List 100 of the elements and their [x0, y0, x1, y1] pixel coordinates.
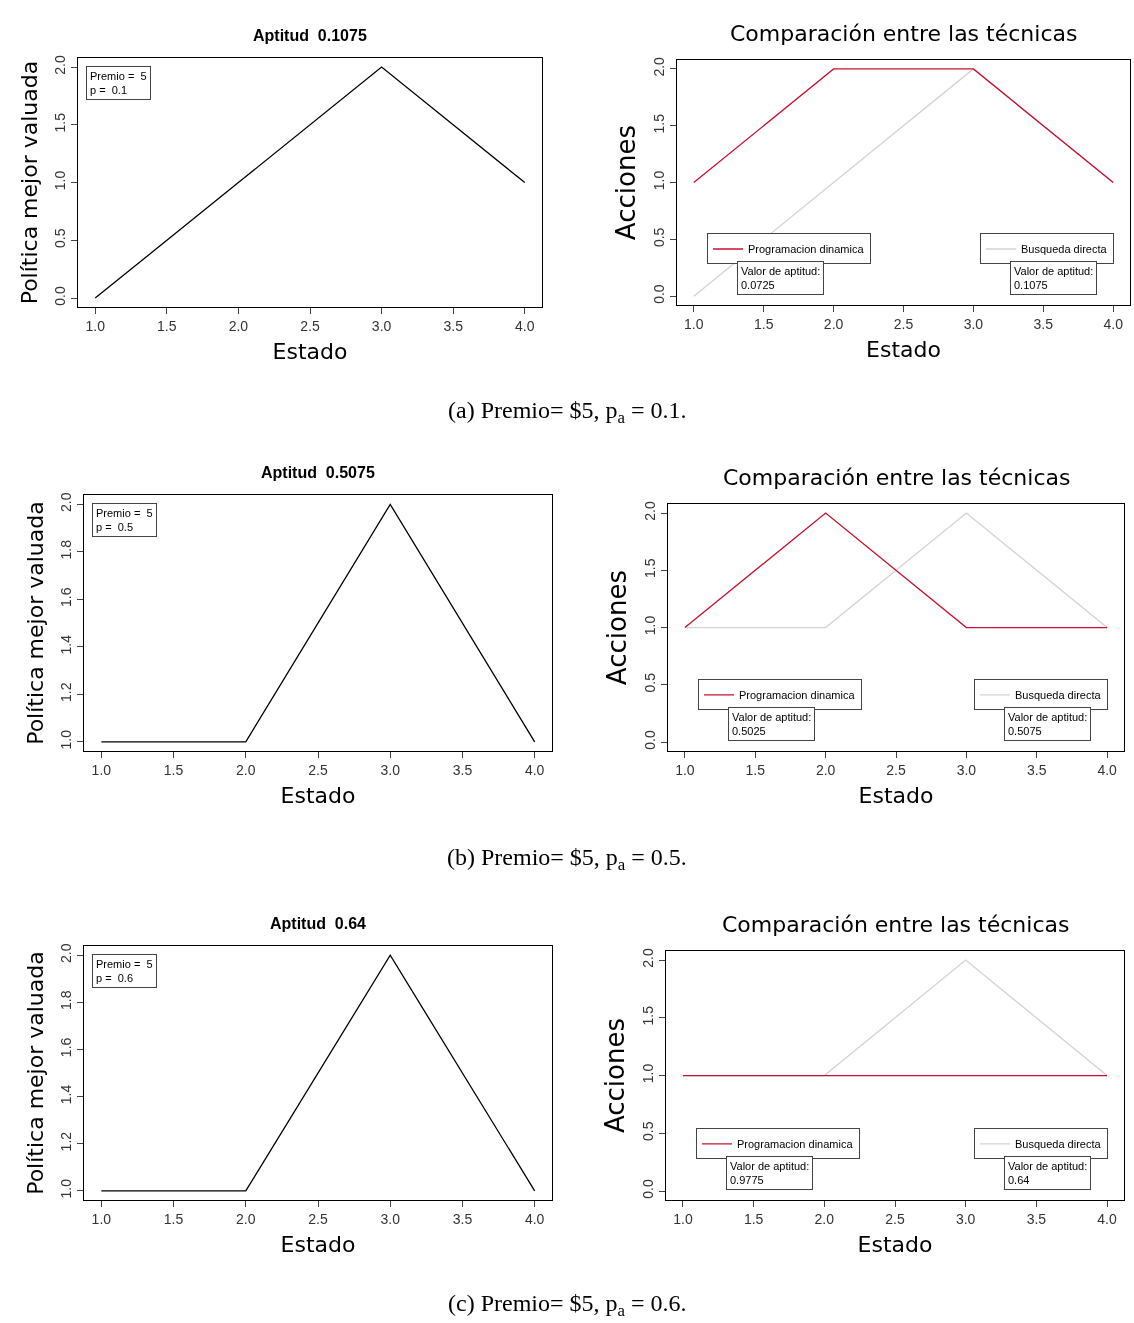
x-tick-label: 4.0: [1103, 316, 1124, 333]
annotation: Valor de aptitud: 0.9775: [730, 1160, 810, 1187]
x-tick-label: 3.5: [1027, 762, 1047, 779]
y-tick-label: 1.6: [58, 1037, 75, 1058]
x-tick-label: 2.0: [823, 316, 844, 333]
y-tick-label: 1.5: [640, 1005, 657, 1026]
y-tick-label: 1.0: [651, 170, 668, 191]
x-axis-title: Estado: [280, 783, 356, 808]
x-tick-label: 1.5: [163, 762, 184, 779]
y-tick-label: 1.4: [58, 1084, 75, 1105]
y-tick-label: 1.8: [58, 990, 75, 1011]
text: (b) Premio= $5, p$_{a}$ = 0.5.: [447, 844, 687, 875]
x-tick-label: 3.5: [452, 1211, 473, 1228]
y-tick-label: 0.5: [651, 227, 668, 248]
x-tick-label: 3.5: [1033, 316, 1054, 333]
y-axis-title: Política mejor valuada: [23, 951, 49, 1195]
legend-label: Busqueda directa: [1015, 689, 1102, 702]
x-tick-label: 1.5: [743, 1211, 764, 1228]
x-axis-title: Estado: [272, 339, 348, 365]
y-tick-label: 1.0: [642, 615, 659, 636]
x-tick-label: 2.5: [308, 762, 328, 779]
annotation: Valor de aptitud: 0.0725: [741, 265, 821, 292]
y-tick-label: 1.8: [58, 539, 75, 560]
x-tick-label: 2.0: [236, 1211, 256, 1228]
x-tick-label: 3.5: [443, 318, 464, 335]
x-tick-label: 1.0: [91, 1211, 112, 1228]
y-axis-title: Acciones: [601, 570, 632, 686]
x-tick-label: 1.0: [673, 1211, 693, 1228]
x-tick-label: 1.0: [91, 762, 112, 779]
legend-label: Programacion dinamica: [739, 689, 856, 702]
x-tick-label: 3.0: [955, 1211, 976, 1228]
x-tick-label: 2.0: [814, 1211, 835, 1228]
y-tick-label: 0.5: [52, 228, 69, 248]
chart-title: Comparación entre las técnicas: [723, 465, 1071, 490]
y-tick-label: 2.0: [642, 500, 659, 521]
y-tick-label: 1.4: [58, 634, 75, 655]
y-tick-label: 1.2: [58, 682, 75, 702]
y-tick-label: 2.0: [640, 948, 657, 968]
y-tick-label: 2.0: [58, 943, 75, 963]
x-tick-label: 3.0: [371, 318, 392, 335]
y-tick-label: 1.2: [58, 1131, 75, 1152]
chart-title: Aptitud 0.64: [270, 915, 367, 932]
x-axis-title: Estado: [857, 1231, 933, 1257]
x-tick-label: 2.0: [815, 762, 836, 779]
y-tick-label: 1.0: [58, 1178, 75, 1199]
x-tick-label: 1.5: [157, 318, 177, 335]
x-axis-title: Estado: [866, 337, 941, 363]
x-tick-label: 2.0: [236, 762, 256, 779]
x-tick-label: 1.0: [85, 318, 106, 335]
y-tick-label: 1.0: [640, 1063, 657, 1084]
chart-title: Comparación entre las técnicas: [722, 912, 1070, 937]
annotation: Valor de aptitud: 0.5025: [732, 711, 812, 738]
y-tick-label: 0.0: [640, 1178, 657, 1199]
chart-title: Comparación entre las técnicas: [730, 21, 1078, 46]
x-tick-label: 3.0: [380, 1211, 401, 1228]
x-tick-label: 2.0: [228, 318, 249, 335]
chart-title: Aptitud 0.1075: [253, 27, 367, 44]
x-tick-label: 1.0: [684, 316, 704, 333]
x-tick-label: 3.0: [956, 762, 977, 779]
y-tick-label: 0.5: [640, 1121, 657, 1141]
x-axis-title: Estado: [858, 783, 934, 808]
y-tick-label: 0.0: [651, 284, 668, 304]
annotation: Premio = 5 p = 0.1: [90, 70, 147, 97]
annotation: Premio = 5 p = 0.6: [96, 958, 153, 985]
y-tick-label: 2.0: [651, 56, 668, 77]
chart-title: Aptitud 0.5075: [261, 464, 375, 481]
x-tick-label: 2.5: [885, 1211, 905, 1228]
x-tick-label: 4.0: [524, 1211, 545, 1228]
y-tick-label: 1.6: [58, 587, 75, 607]
y-tick-label: 1.5: [642, 558, 659, 578]
x-axis-title: Estado: [280, 1231, 356, 1257]
legend-label: Busqueda directa: [1021, 243, 1108, 256]
x-tick-label: 1.5: [745, 762, 766, 779]
text: (a) Premio= $5, p$_{a}$ = 0.1.: [448, 397, 687, 428]
y-tick-label: 1.0: [58, 729, 75, 750]
x-tick-label: 2.5: [886, 762, 906, 779]
y-tick-label: 0.0: [52, 286, 69, 306]
y-tick-label: 0.0: [642, 730, 659, 750]
annotation: Valor de aptitud: 0.5075: [1008, 711, 1088, 738]
y-axis-title: Acciones: [599, 1018, 630, 1134]
y-tick-label: 0.5: [642, 672, 659, 693]
legend-label: Programacion dinamica: [748, 243, 865, 256]
x-tick-label: 2.5: [893, 316, 914, 333]
y-axis-title: Política mejor valuada: [17, 60, 43, 305]
x-tick-label: 4.0: [515, 318, 535, 335]
x-tick-label: 4.0: [524, 762, 545, 779]
y-axis-title: Política mejor valuada: [23, 501, 49, 745]
legend-label: Programacion dinamica: [737, 1138, 854, 1151]
text: (c) Premio= $5, p$_{a}$ = 0.6.: [448, 1290, 687, 1321]
y-tick-label: 1.0: [52, 170, 69, 191]
y-tick-label: 2.0: [52, 55, 69, 75]
x-tick-label: 2.5: [308, 1211, 328, 1228]
y-axis-title: Acciones: [610, 125, 641, 241]
x-tick-label: 1.0: [675, 762, 695, 779]
x-tick-label: 1.5: [163, 1211, 184, 1228]
x-tick-label: 3.5: [1026, 1211, 1047, 1228]
legend-label: Busqueda directa: [1015, 1138, 1102, 1151]
x-tick-label: 4.0: [1097, 1211, 1117, 1228]
y-tick-label: 2.0: [58, 492, 75, 513]
x-tick-label: 3.0: [963, 316, 984, 333]
